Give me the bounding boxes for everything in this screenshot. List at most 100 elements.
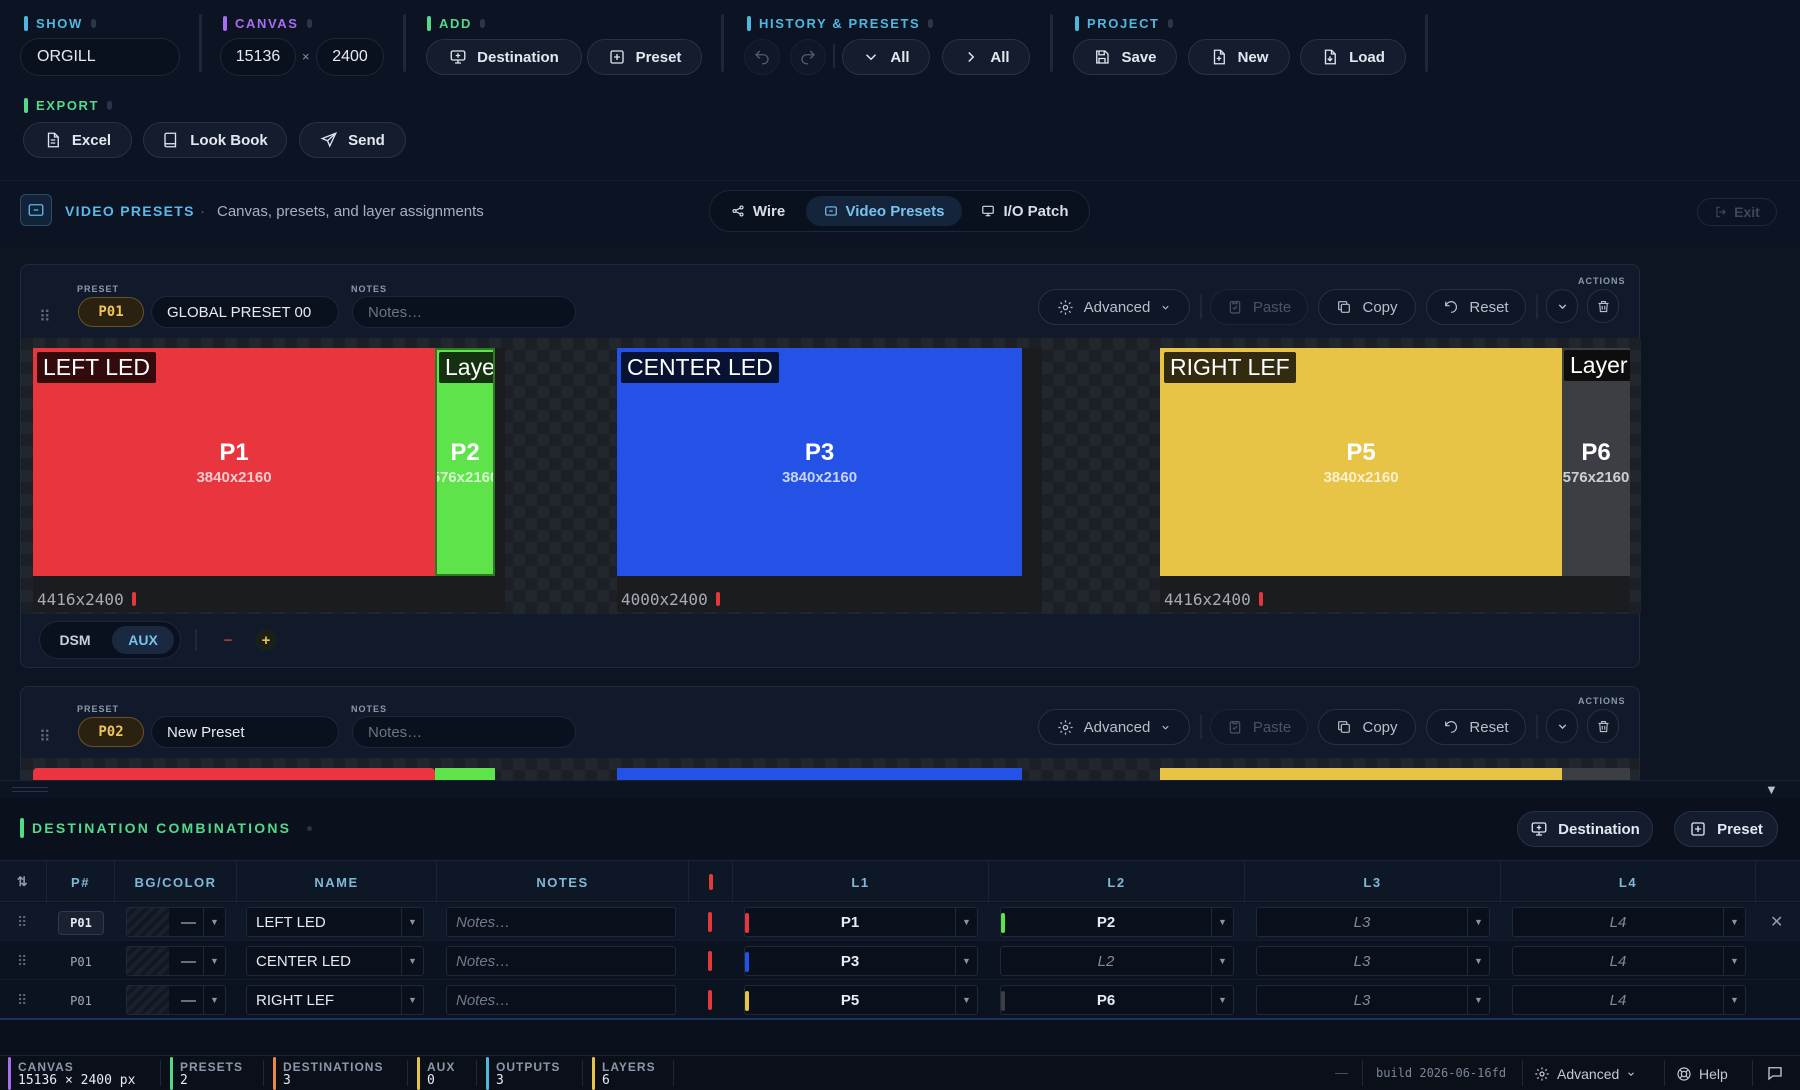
close-icon[interactable]: ✕ bbox=[1770, 914, 1784, 931]
row-l4-select[interactable]: L4 ▼ bbox=[1512, 907, 1746, 937]
delete-preset-button[interactable] bbox=[1587, 289, 1619, 323]
collapse-preset-button[interactable] bbox=[1546, 709, 1578, 743]
copy-button[interactable]: Copy bbox=[1318, 709, 1416, 745]
chevron-down-icon[interactable]: ▼ bbox=[1211, 986, 1233, 1014]
redo-button[interactable] bbox=[790, 39, 826, 75]
chevron-down-icon[interactable]: ▼ bbox=[1723, 908, 1745, 936]
chevron-down-icon[interactable]: ▼ bbox=[1467, 986, 1489, 1014]
add-destination-button[interactable]: Destination bbox=[426, 39, 582, 75]
export-lookbook-button[interactable]: Look Book bbox=[143, 122, 287, 158]
combo-add-destination-button[interactable]: Destination bbox=[1517, 811, 1653, 847]
remove-aux-button[interactable]: − bbox=[223, 631, 233, 649]
layer-p1[interactable]: P1 3840x2160 bbox=[33, 348, 435, 576]
copy-button[interactable]: Copy bbox=[1318, 289, 1416, 325]
advanced-dropdown[interactable]: Advanced bbox=[1038, 709, 1190, 745]
collapse-all-button[interactable]: All bbox=[842, 39, 930, 75]
paste-button[interactable]: Paste bbox=[1210, 289, 1308, 325]
canvas-height-input[interactable]: 2400 bbox=[316, 38, 384, 76]
chevron-down-icon[interactable]: ▼ bbox=[1467, 947, 1489, 975]
row-name-select[interactable]: LEFT LED ▼ bbox=[246, 907, 424, 937]
chevron-down-icon[interactable]: ▼ bbox=[203, 947, 225, 975]
chevron-down-icon[interactable]: ▼ bbox=[203, 986, 225, 1014]
advanced-dropdown[interactable]: Advanced bbox=[1038, 289, 1190, 325]
dsm-toggle[interactable]: DSM bbox=[59, 632, 91, 648]
new-project-button[interactable]: New bbox=[1188, 39, 1290, 75]
row-l3-select[interactable]: L3 ▼ bbox=[1256, 907, 1490, 937]
reset-button[interactable]: Reset bbox=[1426, 709, 1526, 745]
table-row[interactable]: ⠿ P01 — ▼ RIGHT LEF ▼ Notes… P5 ▼ P6 ▼ L3 ▼ L4 ▼ bbox=[0, 981, 1800, 1019]
destination-right-lef[interactable]: P5 3840x2160 P6 576x2160 Layer RIGHT LEF 44… bbox=[1160, 348, 1630, 612]
paste-button[interactable]: Paste bbox=[1210, 709, 1308, 745]
chevron-down-icon[interactable]: ▼ bbox=[401, 947, 423, 975]
row-l3-select[interactable]: L3 ▼ bbox=[1256, 985, 1490, 1015]
preset-notes-input[interactable]: Notes… bbox=[352, 296, 576, 328]
collapse-preset-button[interactable] bbox=[1546, 289, 1578, 323]
tab-wire[interactable]: Wire bbox=[718, 196, 798, 226]
chevron-down-icon[interactable]: ▼ bbox=[1211, 947, 1233, 975]
layer-p5[interactable]: P5 3840x2160 bbox=[1160, 348, 1562, 576]
help-button[interactable]: Help bbox=[1676, 1063, 1728, 1085]
row-name-select[interactable]: CENTER LED ▼ bbox=[246, 946, 424, 976]
feedback-icon[interactable] bbox=[1766, 1064, 1786, 1084]
row-l1-select[interactable]: P5 ▼ bbox=[744, 985, 978, 1015]
row-l1-select[interactable]: P1 ▼ bbox=[744, 907, 978, 937]
row-l2-select[interactable]: P2 ▼ bbox=[1000, 907, 1234, 937]
exit-button[interactable]: Exit bbox=[1697, 198, 1777, 226]
chevron-down-icon[interactable]: ▼ bbox=[1723, 986, 1745, 1014]
preset-name-input[interactable]: GLOBAL PRESET 00 bbox=[151, 296, 339, 328]
layer-p6[interactable]: P6 576x2160 Layer bbox=[1562, 348, 1630, 576]
save-button[interactable]: Save bbox=[1073, 39, 1177, 75]
chevron-down-icon[interactable]: ▼ bbox=[955, 908, 977, 936]
send-button[interactable]: Send bbox=[299, 122, 406, 158]
row-l3-select[interactable]: L3 ▼ bbox=[1256, 946, 1490, 976]
export-excel-button[interactable]: Excel bbox=[23, 122, 132, 158]
layer-p3[interactable]: P3 3840x2160 bbox=[617, 348, 1022, 576]
drag-handle-icon[interactable]: ⠿ bbox=[39, 309, 51, 326]
row-l4-select[interactable]: L4 ▼ bbox=[1512, 985, 1746, 1015]
chevron-down-icon[interactable]: ▼ bbox=[401, 986, 423, 1014]
status-advanced-dropdown[interactable]: Advanced bbox=[1534, 1063, 1636, 1085]
bg-color-picker[interactable]: — ▼ bbox=[126, 946, 226, 976]
row-notes-input[interactable]: Notes… bbox=[446, 985, 676, 1015]
panel-resize-handle[interactable]: ▼ bbox=[0, 780, 1800, 798]
chevron-down-icon[interactable]: ▼ bbox=[203, 908, 225, 936]
reset-button[interactable]: Reset bbox=[1426, 289, 1526, 325]
row-notes-input[interactable]: Notes… bbox=[446, 907, 676, 937]
collapse-panel-icon[interactable]: ▼ bbox=[1765, 782, 1778, 797]
table-row[interactable]: ⠿ P01 — ▼ CENTER LED ▼ Notes… P3 ▼ L2 ▼ L3 ▼ L4 ▼ bbox=[0, 942, 1800, 980]
show-name-input[interactable]: ORGILL bbox=[20, 38, 180, 76]
row-l1-select[interactable]: P3 ▼ bbox=[744, 946, 978, 976]
preset-notes-input[interactable]: Notes… bbox=[352, 716, 576, 748]
aux-toggle[interactable]: AUX bbox=[112, 626, 174, 654]
layer-p2[interactable]: P2576x2160Layer bbox=[435, 348, 495, 576]
row-notes-input[interactable]: Notes… bbox=[446, 946, 676, 976]
preset-name-input[interactable]: New Preset bbox=[151, 716, 339, 748]
tab-io-patch[interactable]: I/O Patch bbox=[970, 196, 1080, 226]
add-aux-button[interactable]: + bbox=[255, 629, 277, 651]
tab-video-presets[interactable]: Video Presets bbox=[806, 196, 962, 226]
row-l2-select[interactable]: L2 ▼ bbox=[1000, 946, 1234, 976]
chevron-down-icon[interactable]: ▼ bbox=[1211, 908, 1233, 936]
combo-add-preset-button[interactable]: Preset bbox=[1674, 811, 1778, 847]
row-l2-select[interactable]: P6 ▼ bbox=[1000, 985, 1234, 1015]
drag-handle-icon[interactable]: ⠿ bbox=[39, 729, 51, 746]
chevron-down-icon[interactable]: ▼ bbox=[1723, 947, 1745, 975]
chevron-down-icon[interactable]: ▼ bbox=[955, 986, 977, 1014]
expand-all-button[interactable]: All bbox=[942, 39, 1030, 75]
row-name-select[interactable]: RIGHT LEF ▼ bbox=[246, 985, 424, 1015]
canvas-width-input[interactable]: 15136 bbox=[220, 38, 296, 76]
row-drag-handle-icon[interactable]: ⠿ bbox=[17, 992, 28, 1008]
add-preset-button[interactable]: Preset bbox=[587, 39, 702, 75]
chevron-down-icon[interactable]: ▼ bbox=[1467, 908, 1489, 936]
chevron-down-icon[interactable]: ▼ bbox=[401, 908, 423, 936]
bg-color-picker[interactable]: — ▼ bbox=[126, 907, 226, 937]
sort-icon[interactable]: ⇅ bbox=[16, 874, 30, 889]
load-project-button[interactable]: Load bbox=[1300, 39, 1406, 75]
row-drag-handle-icon[interactable]: ⠿ bbox=[17, 953, 28, 969]
table-row[interactable]: ⠿ P01 — ▼ LEFT LED ▼ Notes… P1 ▼ P2 ▼ L3 ▼ L4 ▼ ✕ bbox=[0, 903, 1800, 941]
row-drag-handle-icon[interactable]: ⠿ bbox=[17, 914, 28, 930]
delete-preset-button[interactable] bbox=[1587, 709, 1619, 743]
chevron-down-icon[interactable]: ▼ bbox=[955, 947, 977, 975]
